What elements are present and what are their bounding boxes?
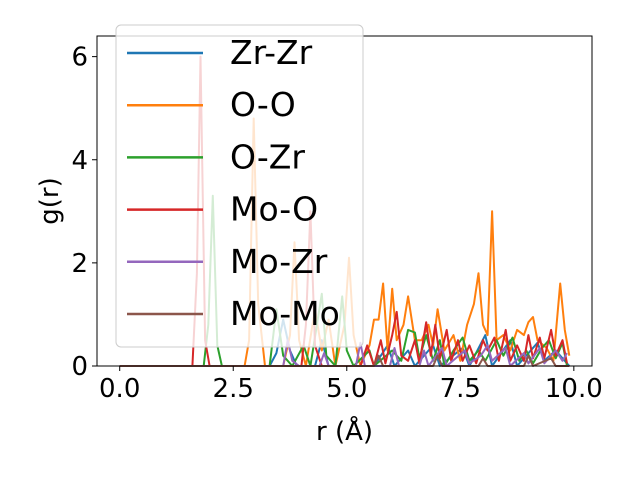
y-tick-label: 6 — [71, 43, 88, 73]
x-tick-label: 5.0 — [326, 374, 367, 404]
series-line-zr-zr — [119, 318, 571, 367]
legend-label-mo-zr: Mo-Zr — [230, 242, 328, 281]
x-axis: 0.0 2.5 5.0 7.5 10.0 — [99, 366, 603, 404]
legend-label-mo-mo: Mo-Mo — [230, 294, 340, 333]
legend-label-zr-zr: Zr-Zr — [230, 33, 313, 72]
y-tick-label: 0 — [71, 352, 88, 382]
legend-label-o-zr: O-Zr — [230, 137, 305, 176]
legend-label-o-o: O-O — [230, 85, 296, 124]
legend-label-mo-o: Mo-O — [230, 190, 318, 229]
y-tick-label: 4 — [71, 146, 88, 176]
x-tick-label: 7.5 — [440, 374, 481, 404]
x-axis-label: r (Å) — [316, 415, 373, 447]
legend: Zr-Zr O-O O-Zr Mo-O Mo-Zr Mo-Mo — [115, 24, 364, 348]
series-line-mo-mo — [119, 354, 570, 367]
y-axis: 0 2 4 6 — [71, 43, 97, 382]
y-tick-label: 2 — [71, 249, 88, 279]
x-tick-label: 2.5 — [213, 374, 254, 404]
y-axis-label: g(r) — [35, 177, 65, 224]
x-tick-label: 0.0 — [99, 374, 140, 404]
x-tick-label: 10.0 — [545, 374, 603, 404]
